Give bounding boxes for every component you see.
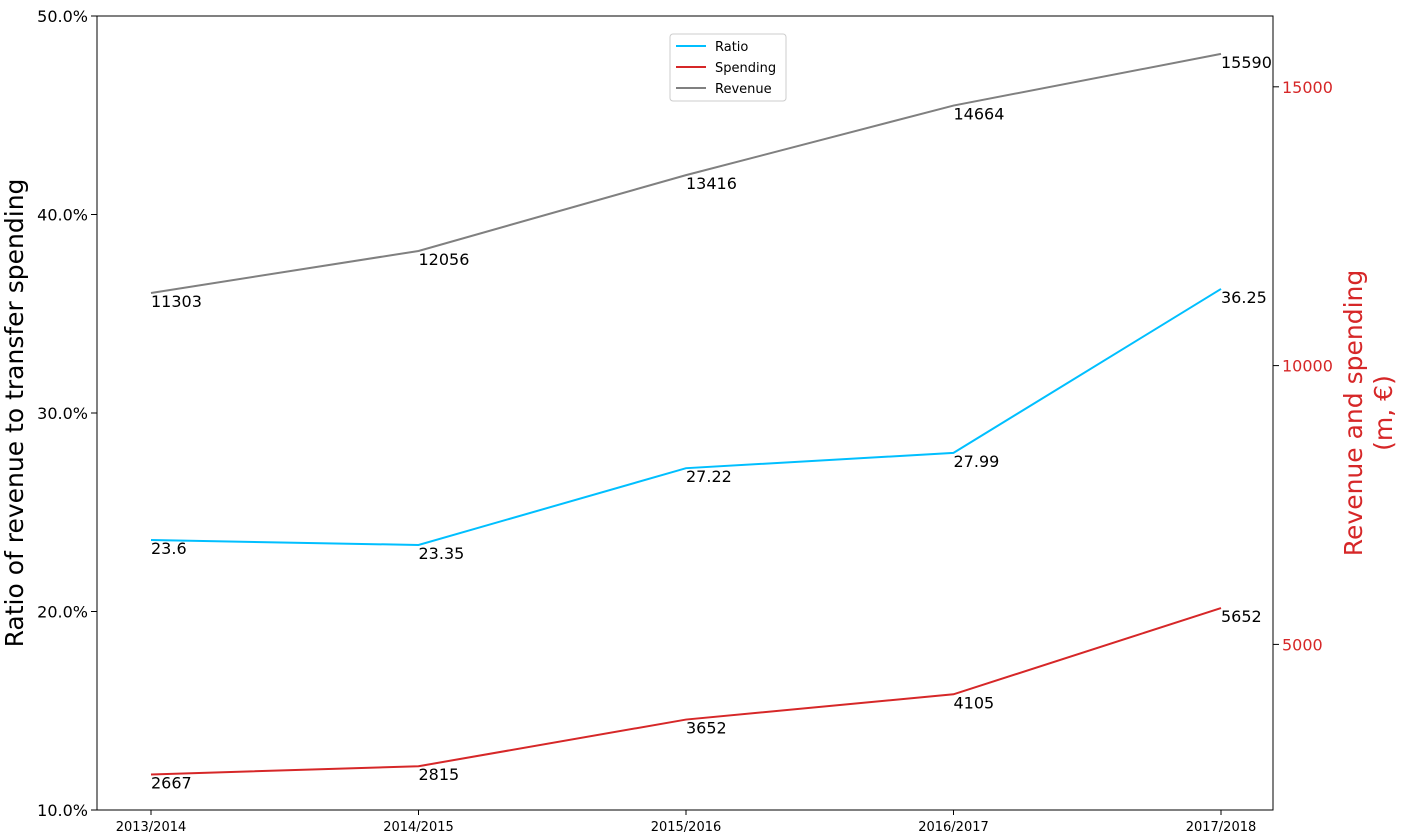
data-labels: 23.6 23.35 27.22 27.99 36.25 2667 2815 3652 4105… (151, 53, 1272, 793)
data-label-ratio: 23.35 (419, 544, 465, 563)
legend-entry-spending: Spending (715, 61, 776, 76)
data-label-revenue: 15590 (1221, 53, 1272, 72)
right-tick-label: 15000 (1282, 78, 1333, 97)
legend-box (669, 33, 787, 102)
x-axis-ticks: 2013/2014 2014/2015 2015/2016 2016/2017 2017… (116, 810, 1257, 835)
right-axis-title: Revenue and spending (1339, 270, 1368, 556)
left-tick-label: 40.0% (37, 206, 88, 225)
data-label-revenue: 11303 (151, 292, 202, 311)
data-label-ratio: 23.6 (151, 539, 187, 558)
legend-entry-ratio: Ratio (715, 40, 748, 55)
right-axis-title-units: (m, €) (1369, 375, 1398, 451)
data-label-spending: 4105 (954, 693, 995, 712)
data-label-revenue: 14664 (954, 105, 1005, 124)
data-label-ratio: 27.99 (954, 452, 1000, 471)
plot-border (96, 15, 1274, 811)
left-tick-label: 50.0% (37, 7, 88, 26)
left-tick-label: 30.0% (37, 404, 88, 423)
left-axis-ticks: 10.0% 20.0% 30.0% 40.0% 50.0% (37, 7, 97, 820)
legend: Ratio Spending Revenue (669, 33, 787, 102)
data-label-spending: 2667 (151, 773, 192, 792)
data-label-ratio: 27.22 (686, 467, 732, 486)
series-lines (150, 52, 1222, 776)
series-line-spending (150, 607, 1222, 776)
x-tick-label: 2016/2017 (918, 820, 989, 835)
left-tick-label: 20.0% (37, 603, 88, 622)
data-label-ratio: 36.25 (1221, 288, 1267, 307)
left-tick-label: 10.0% (37, 801, 88, 820)
legend-entry-revenue: Revenue (715, 82, 772, 97)
data-label-spending: 5652 (1221, 607, 1262, 626)
x-tick-label: 2015/2016 (651, 820, 722, 835)
data-label-spending: 3652 (686, 719, 727, 738)
series-line-revenue (150, 52, 1222, 294)
plot-frame (96, 15, 1274, 811)
data-label-revenue: 13416 (686, 174, 737, 193)
x-tick-label: 2013/2014 (116, 820, 187, 835)
x-tick-label: 2014/2015 (383, 820, 454, 835)
series-line-ratio (150, 288, 1222, 547)
data-label-spending: 2815 (419, 765, 460, 784)
right-tick-label: 5000 (1282, 635, 1323, 654)
right-axis-title-line1: Revenue and spending (1339, 270, 1368, 556)
data-label-revenue: 12056 (419, 250, 470, 269)
right-axis-ticks: 5000 10000 15000 (1273, 78, 1333, 654)
left-axis-title: Ratio of revenue to transfer spending (0, 179, 29, 648)
x-tick-label: 2017/2018 (1186, 820, 1257, 835)
right-tick-label: 10000 (1282, 357, 1333, 376)
